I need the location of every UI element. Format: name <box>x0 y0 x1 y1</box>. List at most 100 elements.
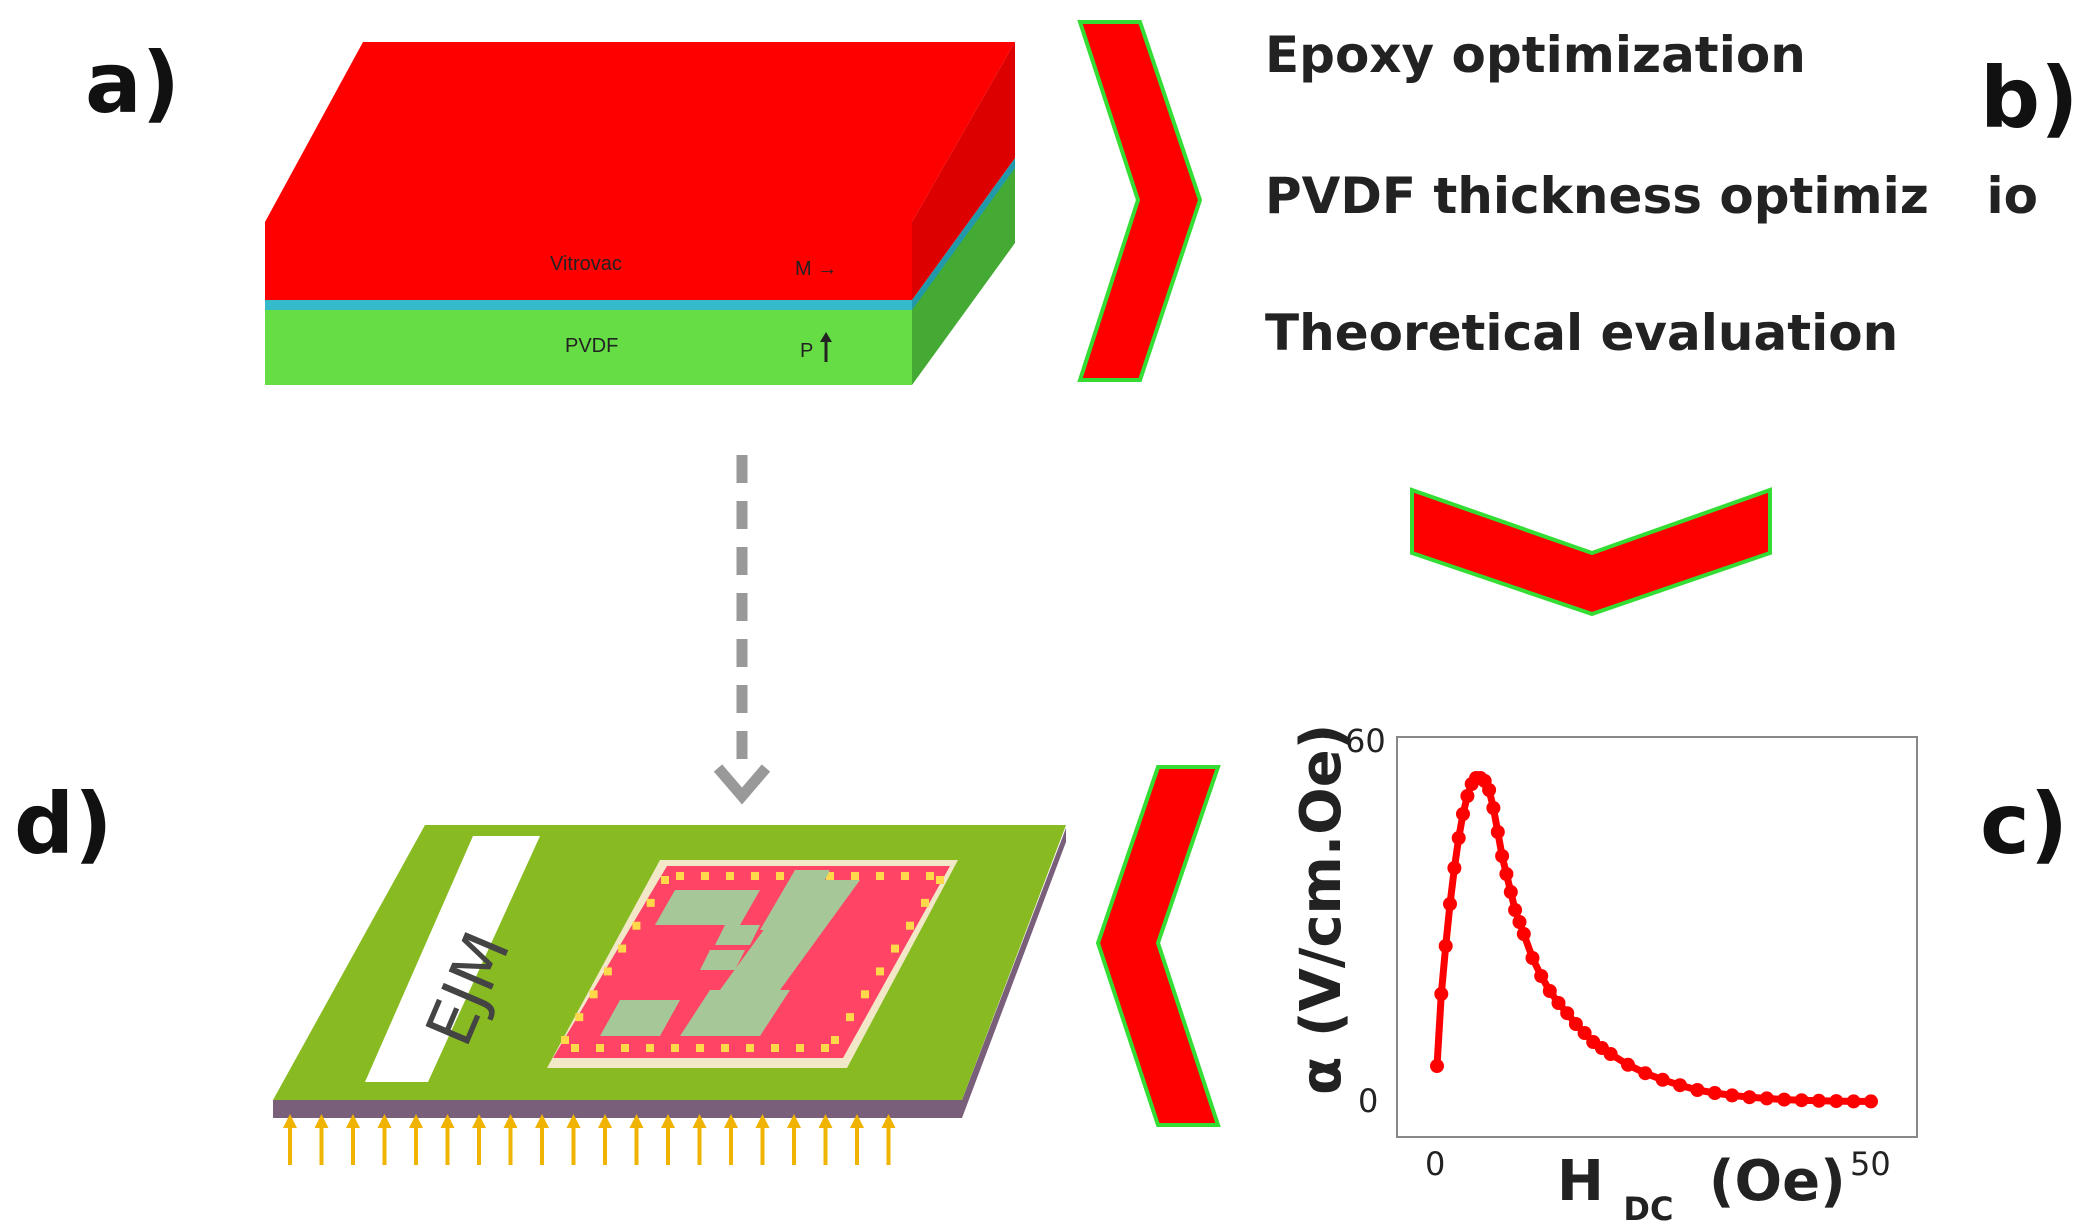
chip-bond-pad <box>676 872 684 880</box>
data-point <box>1542 984 1557 998</box>
chip-bond-pad <box>826 872 834 880</box>
chip-bond-pad <box>821 1044 829 1052</box>
data-point <box>1759 1091 1774 1106</box>
data-point <box>1456 807 1470 821</box>
data-point <box>1673 1078 1687 1093</box>
board-pin-head <box>409 1114 423 1128</box>
board-pin-head <box>881 1114 896 1128</box>
data-point <box>1742 1090 1757 1105</box>
data-point <box>1846 1094 1861 1109</box>
chip-electrode <box>655 890 760 925</box>
board-pin-head <box>314 1114 329 1128</box>
board-pin-head <box>566 1114 581 1128</box>
chip-bond-pad <box>776 872 784 880</box>
epoxy-layer-front <box>265 300 912 310</box>
y-tick-label: 0 <box>1358 1082 1378 1120</box>
board-pin-head <box>440 1114 455 1128</box>
chip-bond-pad <box>851 872 859 880</box>
data-point <box>1447 861 1462 875</box>
chip-electrode <box>720 880 860 990</box>
chip-bond-pad <box>891 944 899 953</box>
y-tick-label: 60 <box>1345 722 1386 760</box>
chip-electrode <box>700 950 745 970</box>
chip-bond-pad <box>618 944 627 953</box>
x-axis-symbol: H <box>1557 1149 1604 1214</box>
chip-bond-pad <box>646 898 655 907</box>
board-pin-head <box>724 1114 738 1128</box>
board-pin-head <box>598 1114 612 1128</box>
dashed-arrow-down <box>713 455 771 805</box>
data-point <box>1503 885 1518 899</box>
data-point <box>1512 915 1527 929</box>
x-axis-unit: (Oe) <box>1709 1149 1846 1214</box>
board-pin-head <box>535 1114 549 1128</box>
y-axis-title: α (V/cm.Oe) <box>1289 724 1354 1095</box>
chip-bond-pad <box>721 1044 729 1052</box>
chip-bond-pad <box>861 990 869 999</box>
data-point <box>1534 969 1549 983</box>
x-axis-title: H DC (Oe) <box>1557 1149 1846 1229</box>
data-point <box>1707 1086 1722 1100</box>
x-tick-label: 0 <box>1425 1145 1445 1183</box>
vitrovac-layer-front <box>265 222 912 300</box>
step-epoxy: Epoxy optimization <box>1265 26 1806 84</box>
data-point <box>1577 1026 1592 1040</box>
data-point <box>1516 927 1531 941</box>
chip-electrode <box>600 1000 680 1036</box>
chip-bond-pad <box>921 898 929 907</box>
data-point <box>1568 1017 1583 1031</box>
panel-label-a: a) <box>85 34 180 132</box>
chip-bond-pad <box>876 967 884 976</box>
step-pvdf: PVDF thickness optimizatio <box>1265 167 2038 225</box>
chip-bond-pad <box>746 1044 754 1052</box>
chip-bond-pad <box>696 1044 704 1052</box>
chip-bond-pad <box>751 872 759 880</box>
data-point <box>1499 867 1514 881</box>
x-axis-subscript: DC <box>1623 1190 1673 1228</box>
data-point <box>1490 825 1505 839</box>
board-pin-head <box>692 1114 707 1128</box>
chip-bond-pad <box>876 872 884 880</box>
chip-bond-pad <box>632 921 641 930</box>
data-point <box>1551 996 1566 1010</box>
board-pin-head <box>818 1114 833 1128</box>
chip-bond-pad <box>596 1044 604 1052</box>
board-pins <box>283 1114 896 1165</box>
data-point <box>1486 801 1501 815</box>
data-point <box>1621 1057 1635 1072</box>
vitrovac-label: Vitrovac <box>550 253 622 275</box>
board-pin-head <box>472 1114 486 1128</box>
chip-pads <box>561 872 944 1052</box>
chip-bond-pad <box>831 1036 839 1044</box>
board-pin-head <box>283 1114 297 1128</box>
board-pin-head <box>787 1114 801 1128</box>
pvdf-label: PVDF <box>565 335 618 357</box>
vitrovac-layer-side <box>912 42 1015 300</box>
data-point <box>1434 987 1449 1001</box>
step-theoretical: Theoretical evaluation <box>1265 304 1898 362</box>
chevron-right-icon <box>1077 20 1203 382</box>
chart: 60 0 0 50 H DC (Oe) α (V/cm.Oe) <box>1289 722 1918 1229</box>
logo-card <box>365 836 540 1082</box>
board-pin-head <box>503 1114 518 1128</box>
data-point <box>1451 831 1466 845</box>
data-point <box>1794 1093 1809 1108</box>
magnetization-label: M → <box>795 258 837 280</box>
polarization-label: P <box>800 340 813 362</box>
data-point <box>1777 1092 1792 1107</box>
chip-bond-pad <box>603 967 612 976</box>
svg-text:H DC (Oe): H DC (Oe) <box>1557 1149 1846 1229</box>
chip-bond-pad <box>906 921 914 930</box>
chip-bond-pad <box>726 872 734 880</box>
chip-bond-pad <box>575 1013 584 1022</box>
board-pin-head <box>850 1114 864 1128</box>
chip-bond-pad <box>621 1044 629 1052</box>
chip-bond-pad <box>646 1044 654 1052</box>
data-point <box>1560 1006 1575 1021</box>
data-point <box>1811 1093 1826 1108</box>
chip-bond-pad <box>571 1044 579 1052</box>
chip-bond-pad <box>936 876 944 884</box>
plot-area <box>1430 771 1878 1109</box>
chip-bond-pad <box>926 872 934 880</box>
